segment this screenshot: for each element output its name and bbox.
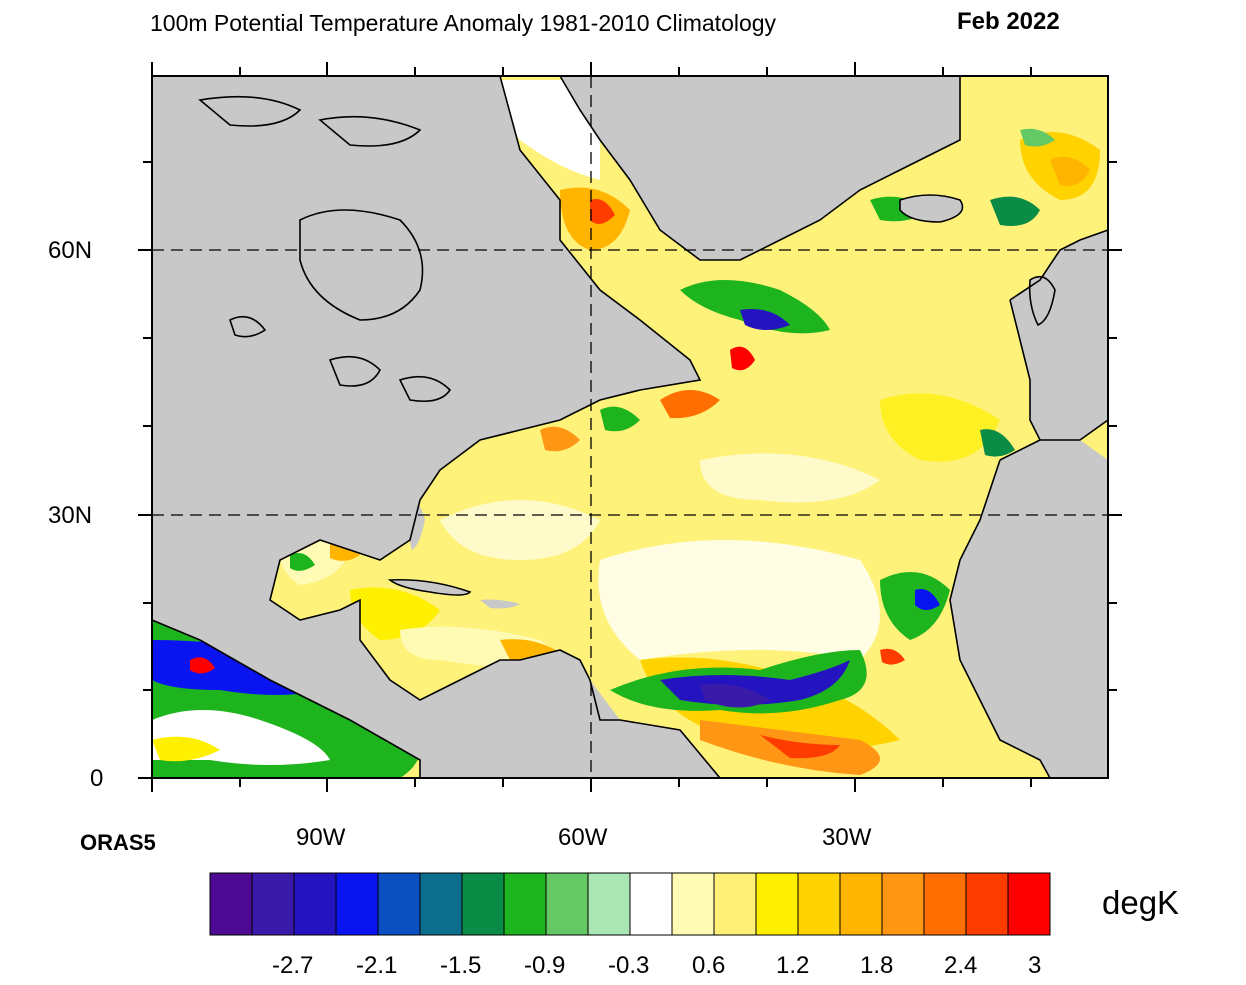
colorbar-tick-label: -2.1 [356,952,398,979]
colorbar-swatch [797,872,841,936]
colorbar-swatch [251,872,295,936]
colorbar-tick-label: 1.2 [776,952,810,979]
colorbar-tick-label: 1.8 [860,952,894,979]
lat-label-30n: 30N [48,502,93,529]
colorbar-tick-label: -2.7 [272,952,314,979]
map-title: 100m Potential Temperature Anomaly 1981-… [150,10,777,36]
colorbar-swatch [209,872,253,936]
lon-label-90w: 90W [296,824,346,851]
colorbar-swatch [377,872,421,936]
coastlines [152,76,1108,778]
colorbar [209,872,1051,936]
colorbar-swatch [881,872,925,936]
colorbar-swatch [335,872,379,936]
lat-label-60n: 60N [48,237,93,264]
colorbar-tick-label: -0.9 [524,952,566,979]
lon-label-60w: 60W [558,824,608,851]
colorbar-swatch [713,872,757,936]
colorbar-swatch [629,872,673,936]
colorbar-swatch [545,872,589,936]
land-masses [152,76,1108,778]
colorbar-swatch [965,872,1009,936]
colorbar-units: degK [1102,884,1180,921]
colorbar-tick-label: 2.4 [944,952,978,979]
colorbar-swatch [461,872,505,936]
colorbar-tick-label: -1.5 [440,952,482,979]
lat-label-0: 0 [90,765,104,792]
colorbar-swatch [1007,872,1051,936]
colorbar-tick-label: 3 [1028,952,1042,979]
colorbar-swatch [671,872,715,936]
colorbar-swatch [587,872,631,936]
map-date: Feb 2022 [957,8,1060,35]
colorbar-swatch [293,872,337,936]
colorbar-swatch [419,872,463,936]
colorbar-tick-label: 0.6 [692,952,726,979]
colorbar-swatch [923,872,967,936]
colorbar-swatch [503,872,547,936]
axis-ticks [138,62,1122,792]
colorbar-swatch [839,872,883,936]
data-source-label: ORAS5 [80,830,156,855]
colorbar-tick-label: -0.3 [608,952,650,979]
map-plot-area [152,76,1108,778]
graticule [152,76,1108,778]
lon-label-30w: 30W [822,824,872,851]
colorbar-swatch [755,872,799,936]
